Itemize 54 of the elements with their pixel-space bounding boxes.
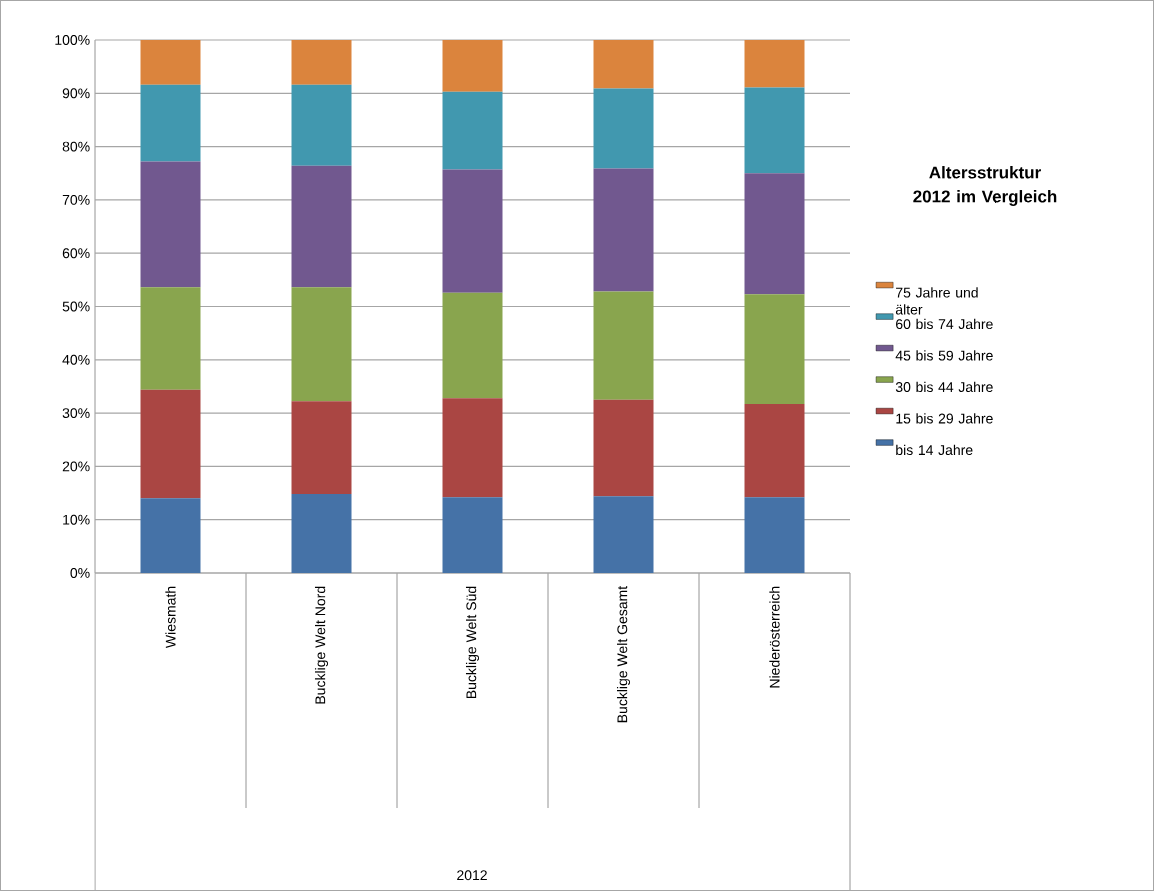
bar: [744, 294, 805, 405]
legend-label: 75 Jahre und älter: [895, 287, 978, 315]
bar: [744, 497, 805, 574]
bar: [593, 40, 654, 89]
y-tick-label: 10%: [63, 514, 90, 525]
bar: [140, 161, 201, 288]
legend-label: 30 bis 44 Jahre: [895, 381, 993, 393]
bar: [291, 40, 352, 85]
bar: [593, 168, 654, 292]
bar: [442, 40, 503, 92]
text: Altersstruktur 2012 im Vergleich: [913, 166, 1057, 207]
legend-label: bis 14 Jahre: [896, 444, 973, 456]
y-tick-label: 20%: [62, 461, 90, 472]
bar: [744, 87, 805, 174]
y-tick-label: 90%: [62, 88, 90, 99]
y-tick-label: 70%: [62, 195, 90, 206]
x-tick-label: Bucklige Welt Süd: [465, 586, 480, 699]
bar: [291, 494, 352, 574]
x-tick-label: Niederösterreich: [769, 586, 780, 688]
bar: [291, 401, 352, 495]
y-tick-label: 40%: [62, 355, 90, 365]
y-tick-label: 60%: [62, 248, 90, 259]
bar: [291, 84, 352, 166]
x-tick-label: Wiesmath: [165, 586, 176, 649]
x-tick-label: Bucklige Welt Gesamt: [616, 586, 631, 723]
bar: [140, 498, 201, 574]
legend-label: 60 bis 74 Jahre: [896, 318, 993, 330]
text: 2012: [457, 870, 487, 881]
bar: [140, 40, 201, 85]
bar: [744, 404, 805, 498]
bar: [442, 292, 503, 399]
y-tick-label: 50%: [62, 301, 90, 312]
bar: [442, 497, 503, 574]
bar: [140, 287, 201, 390]
bar: [442, 91, 503, 170]
bar: [291, 287, 352, 402]
bar: [442, 398, 503, 498]
bar: [140, 389, 201, 499]
legend-label: 15 bis 29 Jahre: [896, 413, 993, 424]
bar: [593, 399, 654, 497]
y-tick-label: 100%: [55, 35, 90, 46]
bar: [291, 165, 352, 288]
bar: [442, 169, 503, 293]
bar: [593, 496, 654, 574]
legend-label: 45 bis 59 Jahre: [895, 350, 993, 361]
bar: [593, 291, 654, 400]
bar: [593, 88, 654, 169]
x-tick-label: Bucklige Welt Nord: [314, 586, 329, 704]
y-tick-label: 80%: [62, 141, 90, 152]
y-tick-label: 0%: [70, 568, 90, 579]
bar: [140, 84, 201, 162]
bar: [744, 173, 805, 295]
bar: [744, 40, 805, 88]
y-tick-label: 30%: [62, 408, 90, 419]
